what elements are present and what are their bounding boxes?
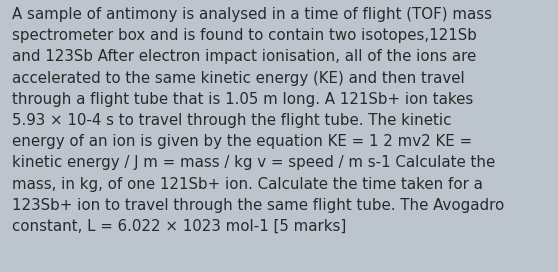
Text: A sample of antimony is analysed in a time of flight (TOF) mass
spectrometer box: A sample of antimony is analysed in a ti… <box>12 7 504 234</box>
